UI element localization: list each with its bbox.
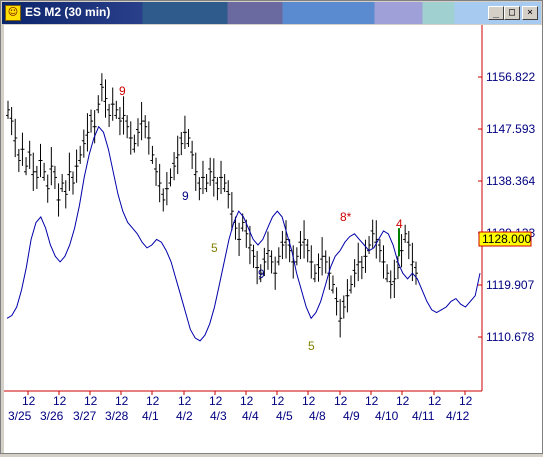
price-tick-label: 1110.678: [486, 330, 535, 344]
price-tick-label: 1147.593: [486, 122, 535, 136]
count-annotation: 9: [258, 267, 265, 281]
count-annotation: 8*: [340, 210, 352, 224]
date-label: 3/27: [73, 409, 97, 423]
window-title: ES M2 (30 min): [25, 5, 111, 19]
date-label: 4/3: [210, 409, 227, 423]
date-label: 3/26: [40, 409, 64, 423]
date-label: 4/8: [309, 409, 326, 423]
time-tick-label: 12: [178, 394, 192, 408]
last-price-marker: 1128.000: [478, 231, 532, 247]
time-tick-label: 12: [271, 394, 285, 408]
date-label: 4/4: [242, 409, 259, 423]
oscillator-line: [6, 125, 481, 342]
minimize-button[interactable]: _: [488, 6, 504, 20]
count-annotation: 9: [119, 84, 126, 98]
last-price-box: [478, 231, 532, 247]
title-bar[interactable]: ☺ ES M2 (30 min) _ □ ×: [2, 2, 541, 24]
time-tick-label: 12: [84, 394, 98, 408]
date-label: 4/2: [176, 409, 193, 423]
count-annotation: 4: [396, 217, 403, 231]
price-tick-label: 1119.907: [486, 278, 535, 292]
date-label: 4/12: [446, 409, 470, 423]
time-tick-label: 12: [302, 394, 316, 408]
time-tick-label: 12: [334, 394, 348, 408]
time-tick-label: 12: [365, 394, 379, 408]
close-button[interactable]: ×: [522, 6, 538, 20]
date-label: 3/25: [8, 409, 32, 423]
count-annotation: 9: [182, 189, 189, 203]
time-tick-label: 12: [115, 394, 129, 408]
last-price-label: 1128.000: [482, 232, 531, 246]
date-label: 4/9: [343, 409, 360, 423]
price-axis: 1156.8221147.5931138.3641129.1331119.907…: [478, 70, 535, 344]
time-tick-label: 12: [22, 394, 36, 408]
count-annotation: 5: [211, 241, 218, 255]
time-tick-label: 12: [428, 394, 442, 408]
time-tick-label: 12: [459, 394, 473, 408]
price-tick-label: 1138.364: [486, 174, 535, 188]
time-tick-label: 12: [209, 394, 223, 408]
time-axis: 12 12 12 12 12 12 12 12 12 12 12 12 12 12 123/25 3/26 3/…: [8, 391, 473, 423]
time-tick-label: 12: [146, 394, 160, 408]
price-tick-label: 1156.822: [486, 70, 535, 84]
maximize-button[interactable]: □: [504, 6, 520, 20]
count-annotation: 5: [308, 339, 315, 353]
time-tick-label: 12: [53, 394, 67, 408]
date-label: 3/28: [105, 409, 129, 423]
date-label: 4/5: [276, 409, 293, 423]
time-tick-label: 12: [396, 394, 410, 408]
chart-app-icon[interactable]: ☺: [5, 5, 21, 21]
price-bars: [6, 73, 418, 338]
date-label: 4/10: [375, 409, 399, 423]
time-tick-label: 12: [240, 394, 254, 408]
annotations: 9 9 5 9 5 8* 4: [119, 84, 403, 353]
date-label: 4/11: [412, 409, 435, 423]
date-label: 4/1: [142, 409, 159, 423]
